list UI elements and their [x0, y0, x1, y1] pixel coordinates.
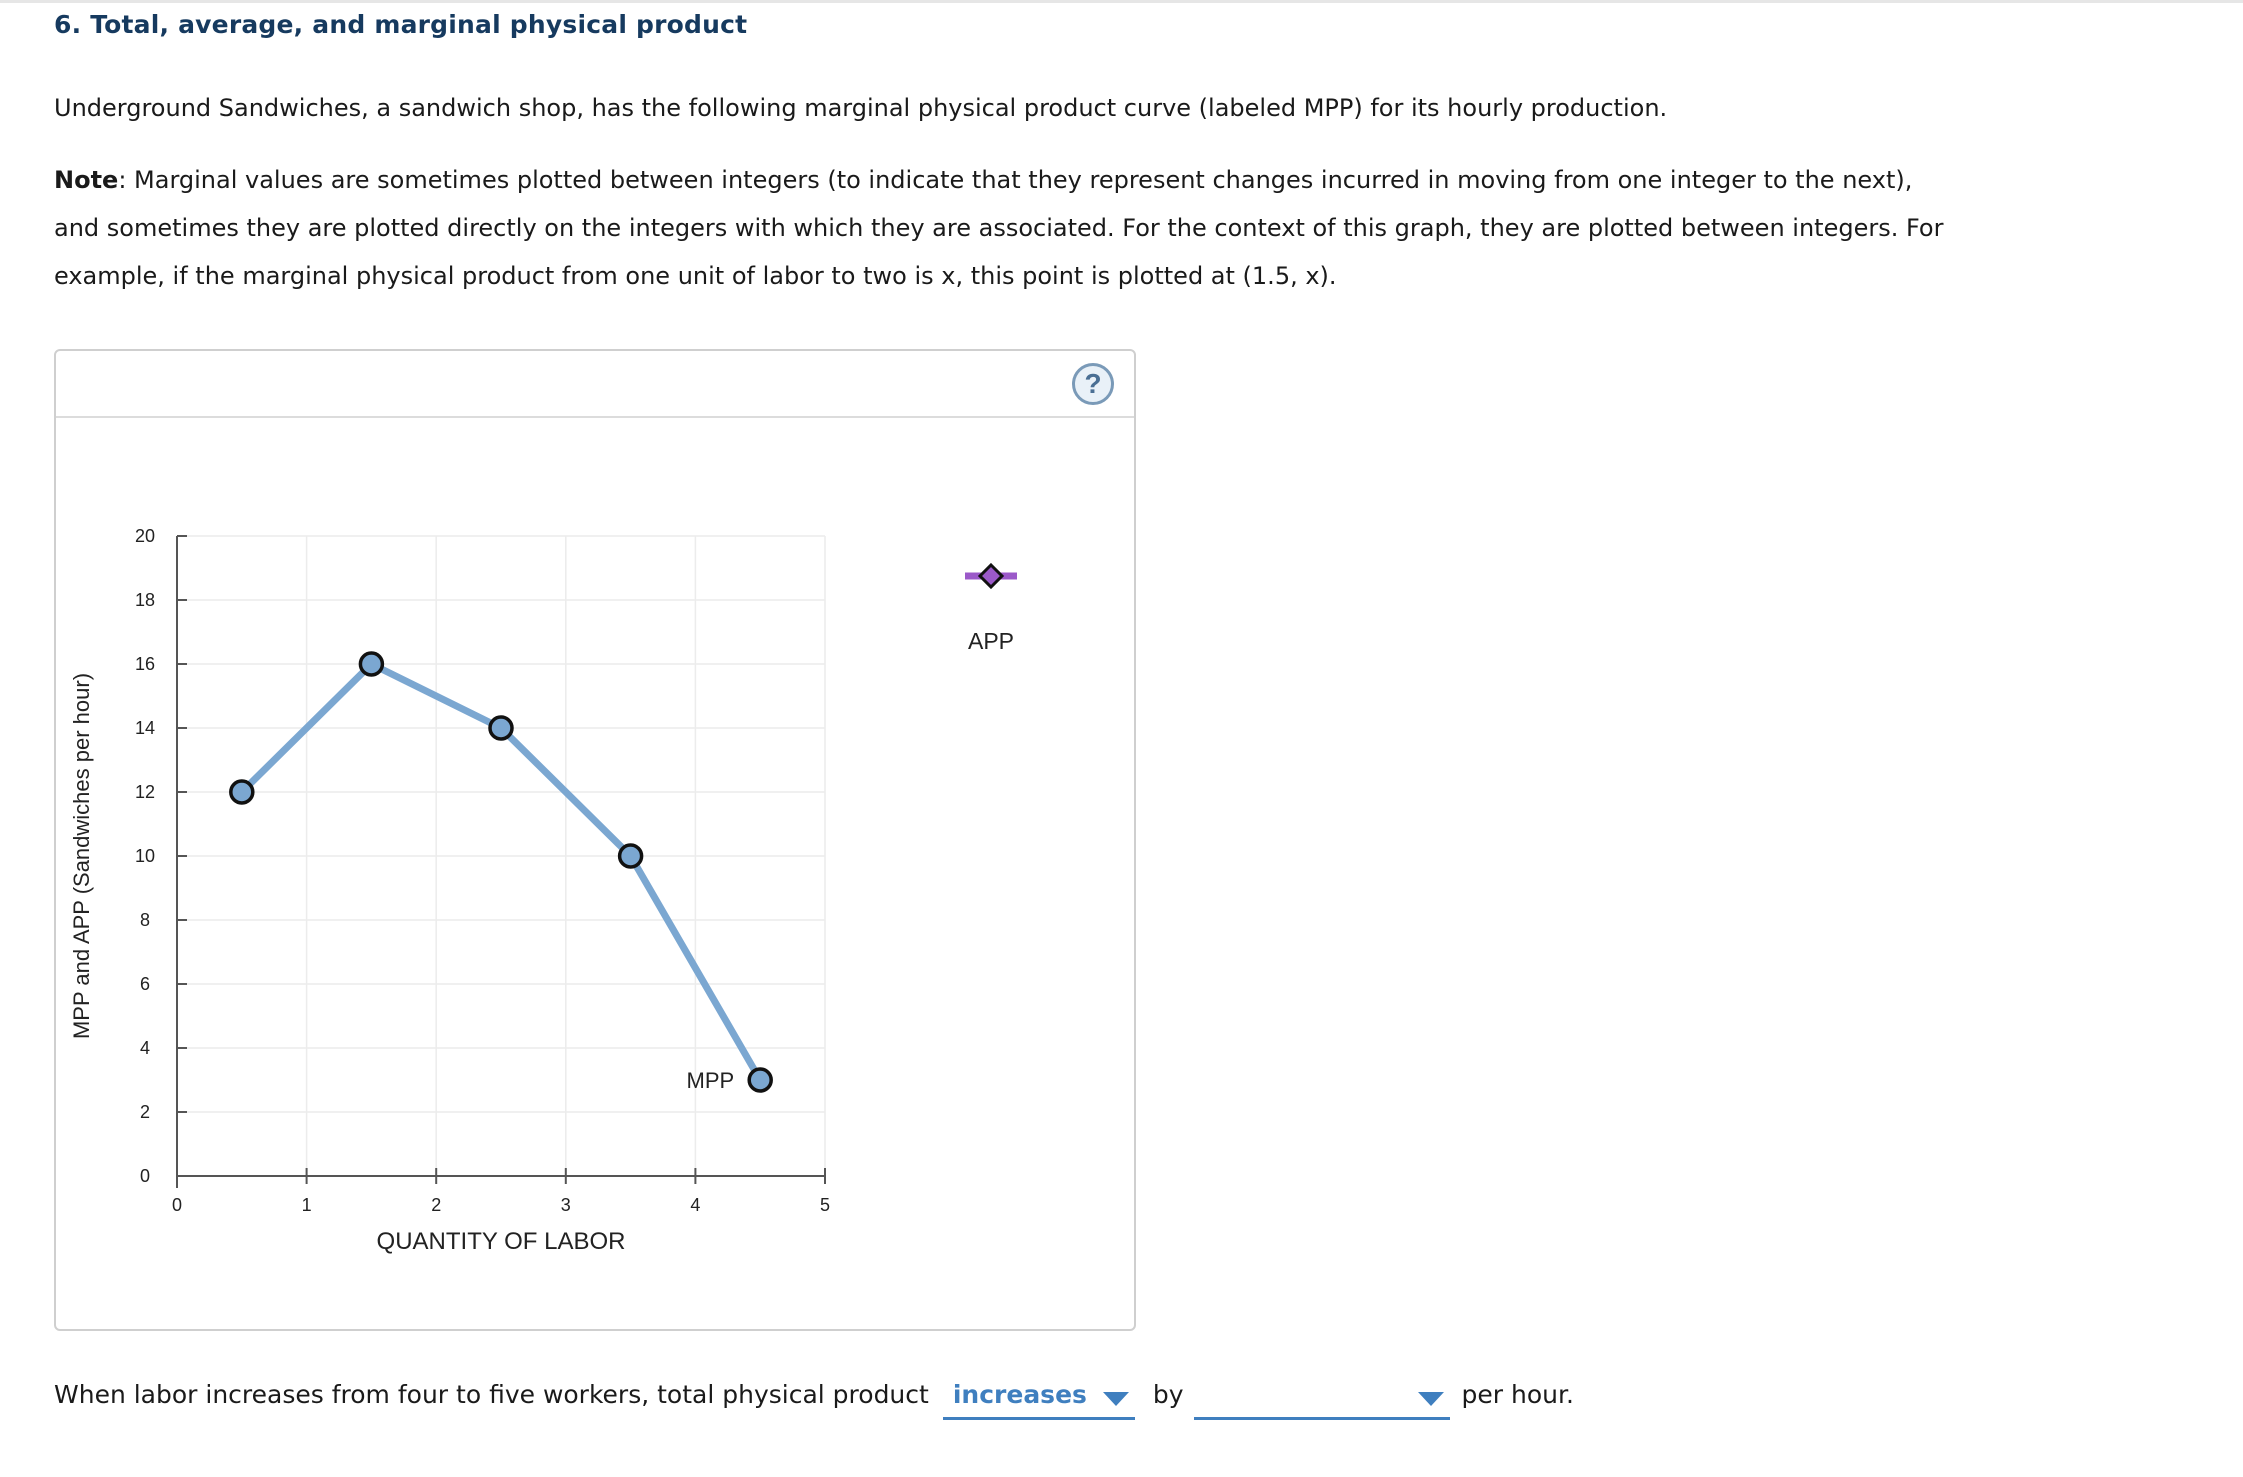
y-tick-label: 10 — [135, 846, 155, 866]
y-tick-label: 18 — [135, 590, 155, 610]
mpp-point — [360, 653, 382, 675]
mpp-point — [749, 1069, 771, 1091]
app-tool-label: APP — [968, 628, 1014, 654]
sentence-start: When labor increases from four to five w… — [54, 1380, 929, 1409]
x-tick-label: 5 — [820, 1195, 830, 1215]
change-direction-value: increases — [953, 1380, 1087, 1409]
x-tick-label: 4 — [690, 1195, 700, 1215]
by-word: by — [1153, 1380, 1184, 1409]
note-label: Note — [54, 166, 118, 194]
sentence-end: per hour. — [1462, 1380, 1574, 1409]
app-drawing-tool[interactable]: APP — [965, 565, 1017, 654]
top-divider — [0, 0, 2243, 3]
y-tick-label: 14 — [135, 718, 155, 738]
x-axis-label: QUANTITY OF LABOR — [377, 1228, 626, 1255]
y-axis-label: MPP and APP (Sandwiches per hour) — [69, 673, 94, 1039]
y-tick-label: 12 — [135, 782, 155, 802]
x-tick-label: 1 — [302, 1195, 312, 1215]
intro-text: Underground Sandwiches, a sandwich shop,… — [54, 84, 1954, 132]
y-tick-label: 16 — [135, 654, 155, 674]
mpp-point — [490, 717, 512, 739]
y-tick-label: 20 — [135, 526, 155, 546]
mpp-series-label: MPP — [687, 1068, 735, 1093]
x-tick-label: 2 — [431, 1195, 441, 1215]
x-tick-label: 0 — [172, 1195, 182, 1215]
y-tick-label: 6 — [140, 974, 150, 994]
note-text: : Marginal values are sometimes plotted … — [54, 166, 1943, 290]
chevron-down-icon — [1418, 1392, 1444, 1406]
graph-panel: ? 0 2 4 6 8 10 12 14 16 18 20 0 1 2 3 4 5 QUANTITY OF LAB… — [54, 349, 1136, 1331]
y-tick-label: 8 — [140, 910, 150, 930]
change-direction-dropdown[interactable]: increases — [943, 1380, 1135, 1420]
chevron-down-icon — [1103, 1392, 1129, 1406]
y-tick-label: 4 — [140, 1038, 150, 1058]
question-title: 6. Total, average, and marginal physical… — [54, 10, 747, 39]
x-tick-label: 3 — [561, 1195, 571, 1215]
change-amount-dropdown[interactable] — [1194, 1380, 1450, 1420]
mpp-point — [231, 781, 253, 803]
answer-sentence: When labor increases from four to five w… — [54, 1380, 1574, 1424]
note-paragraph: Note: Marginal values are sometimes plot… — [54, 156, 1954, 300]
y-tick-label: 0 — [140, 1166, 150, 1186]
diamond-icon — [980, 565, 1002, 587]
mpp-point — [620, 845, 642, 867]
y-tick-label: 2 — [140, 1102, 150, 1122]
